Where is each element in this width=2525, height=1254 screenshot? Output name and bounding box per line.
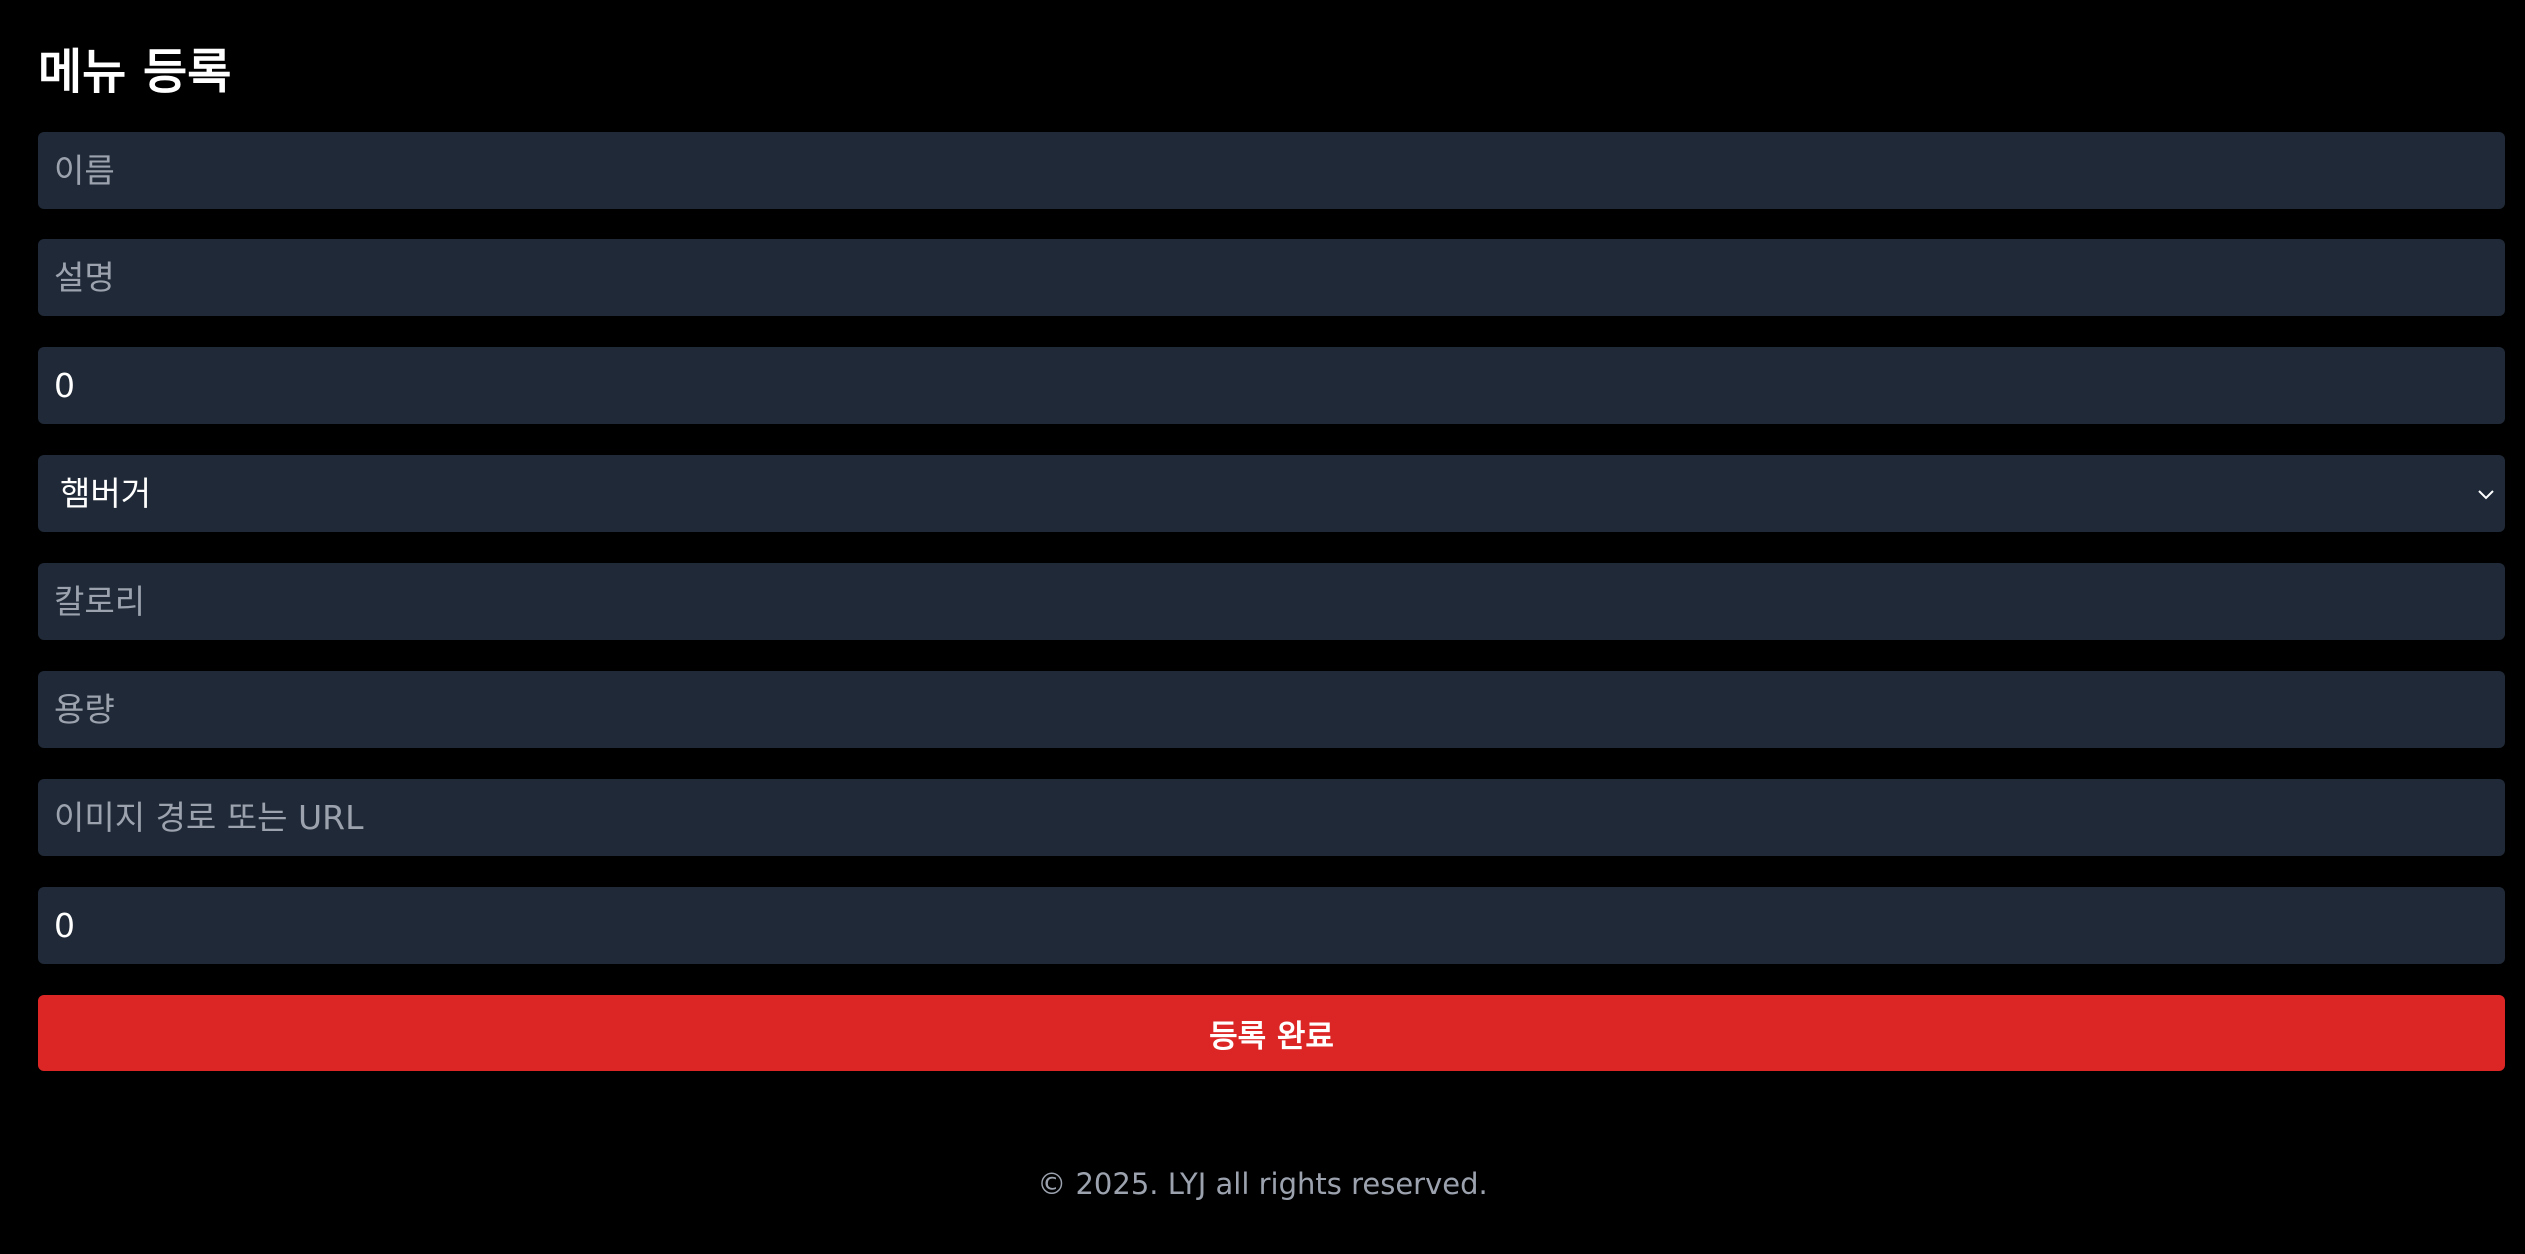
description-input[interactable] <box>38 239 2505 316</box>
volume-input[interactable] <box>38 671 2505 748</box>
category-select-value: 햄버거 <box>60 474 152 513</box>
footer-copyright: © 2025. LYJ all rights reserved. <box>1037 1167 1488 1201</box>
image-url-input[interactable] <box>38 779 2505 856</box>
category-select[interactable]: 햄버거 <box>38 455 2505 532</box>
name-input[interactable] <box>38 132 2505 209</box>
price-input[interactable] <box>38 347 2505 424</box>
submit-button[interactable]: 등록 완료 <box>38 995 2505 1071</box>
page-title: 메뉴 등록 <box>38 44 232 100</box>
chevron-down-icon <box>2478 490 2494 500</box>
stock-input[interactable] <box>38 887 2505 964</box>
calories-input[interactable] <box>38 563 2505 640</box>
